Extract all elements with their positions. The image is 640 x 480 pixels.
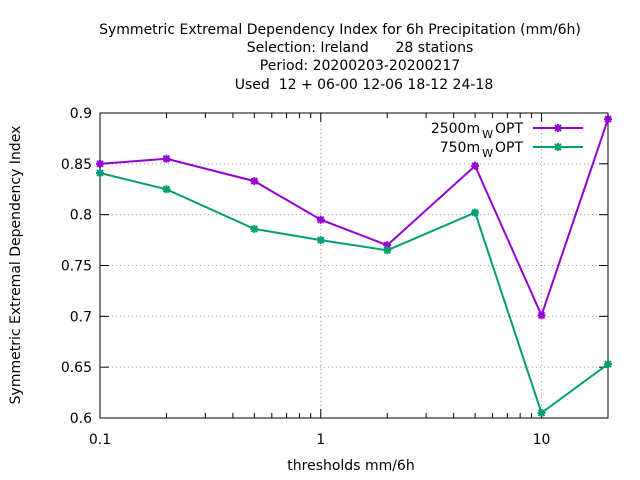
- title-line-2: Selection: Ireland 28 stations: [247, 40, 474, 56]
- data-point: [537, 408, 546, 417]
- y-axis-label: Symmetric Extremal Dependency Index: [8, 126, 24, 405]
- title-line-4: Used 12 + 06-00 12-06 18-12 24-18: [235, 77, 493, 93]
- data-point: [96, 168, 104, 177]
- series-2500m: [96, 115, 612, 320]
- legend-marker: [554, 124, 562, 132]
- legend-item-750m: 750m W OPT: [440, 140, 583, 160]
- legend-marker: [554, 143, 562, 151]
- plot-frame: [99, 112, 609, 419]
- data-point: [383, 246, 392, 255]
- x-tick-label: 0.1: [89, 432, 111, 448]
- x-tick-label: 1: [316, 432, 325, 448]
- y-tick-label: 0.8: [70, 208, 92, 224]
- series-750m: [96, 168, 612, 417]
- y-tick-label: 0.7: [70, 309, 92, 325]
- y-tick-label: 0.9: [70, 106, 92, 122]
- data-point: [471, 161, 480, 170]
- y-tick-label: 0.65: [61, 360, 92, 376]
- data-point: [537, 311, 546, 320]
- data-point: [250, 224, 259, 233]
- data-point: [604, 360, 612, 369]
- grid-lines: [100, 113, 608, 418]
- title-line-3: Period: 20200203-20200217: [260, 58, 460, 74]
- data-point: [471, 208, 480, 217]
- data-point: [604, 115, 612, 124]
- data-point: [316, 236, 325, 245]
- x-tick-label: 10: [533, 432, 551, 448]
- x-axis-label: thresholds mm/6h: [287, 458, 414, 474]
- series-line: [99, 118, 609, 319]
- y-tick-label: 0.85: [61, 157, 92, 173]
- y-axis-tick-labels: 0.6 0.65 0.7 0.75 0.8 0.85 0.9: [61, 106, 92, 427]
- data-point: [250, 177, 259, 186]
- data-point: [316, 215, 325, 224]
- data-point: [162, 154, 171, 163]
- legend-label: 750m W OPT: [440, 140, 524, 160]
- data-point: [162, 185, 171, 194]
- series-layer: [96, 115, 612, 417]
- y-tick-label: 0.75: [61, 259, 92, 275]
- chart-title: Symmetric Extremal Dependency Index for …: [99, 22, 581, 93]
- legend-label: 2500m W OPT: [431, 121, 524, 141]
- series-line: [99, 172, 609, 415]
- y-tick-label: 0.6: [70, 411, 92, 427]
- data-point: [96, 159, 104, 168]
- x-axis-tick-labels: 0.1 1 10: [89, 432, 551, 448]
- legend-item-2500m: 2500m W OPT: [431, 121, 583, 141]
- title-line-1: Symmetric Extremal Dependency Index for …: [99, 22, 581, 38]
